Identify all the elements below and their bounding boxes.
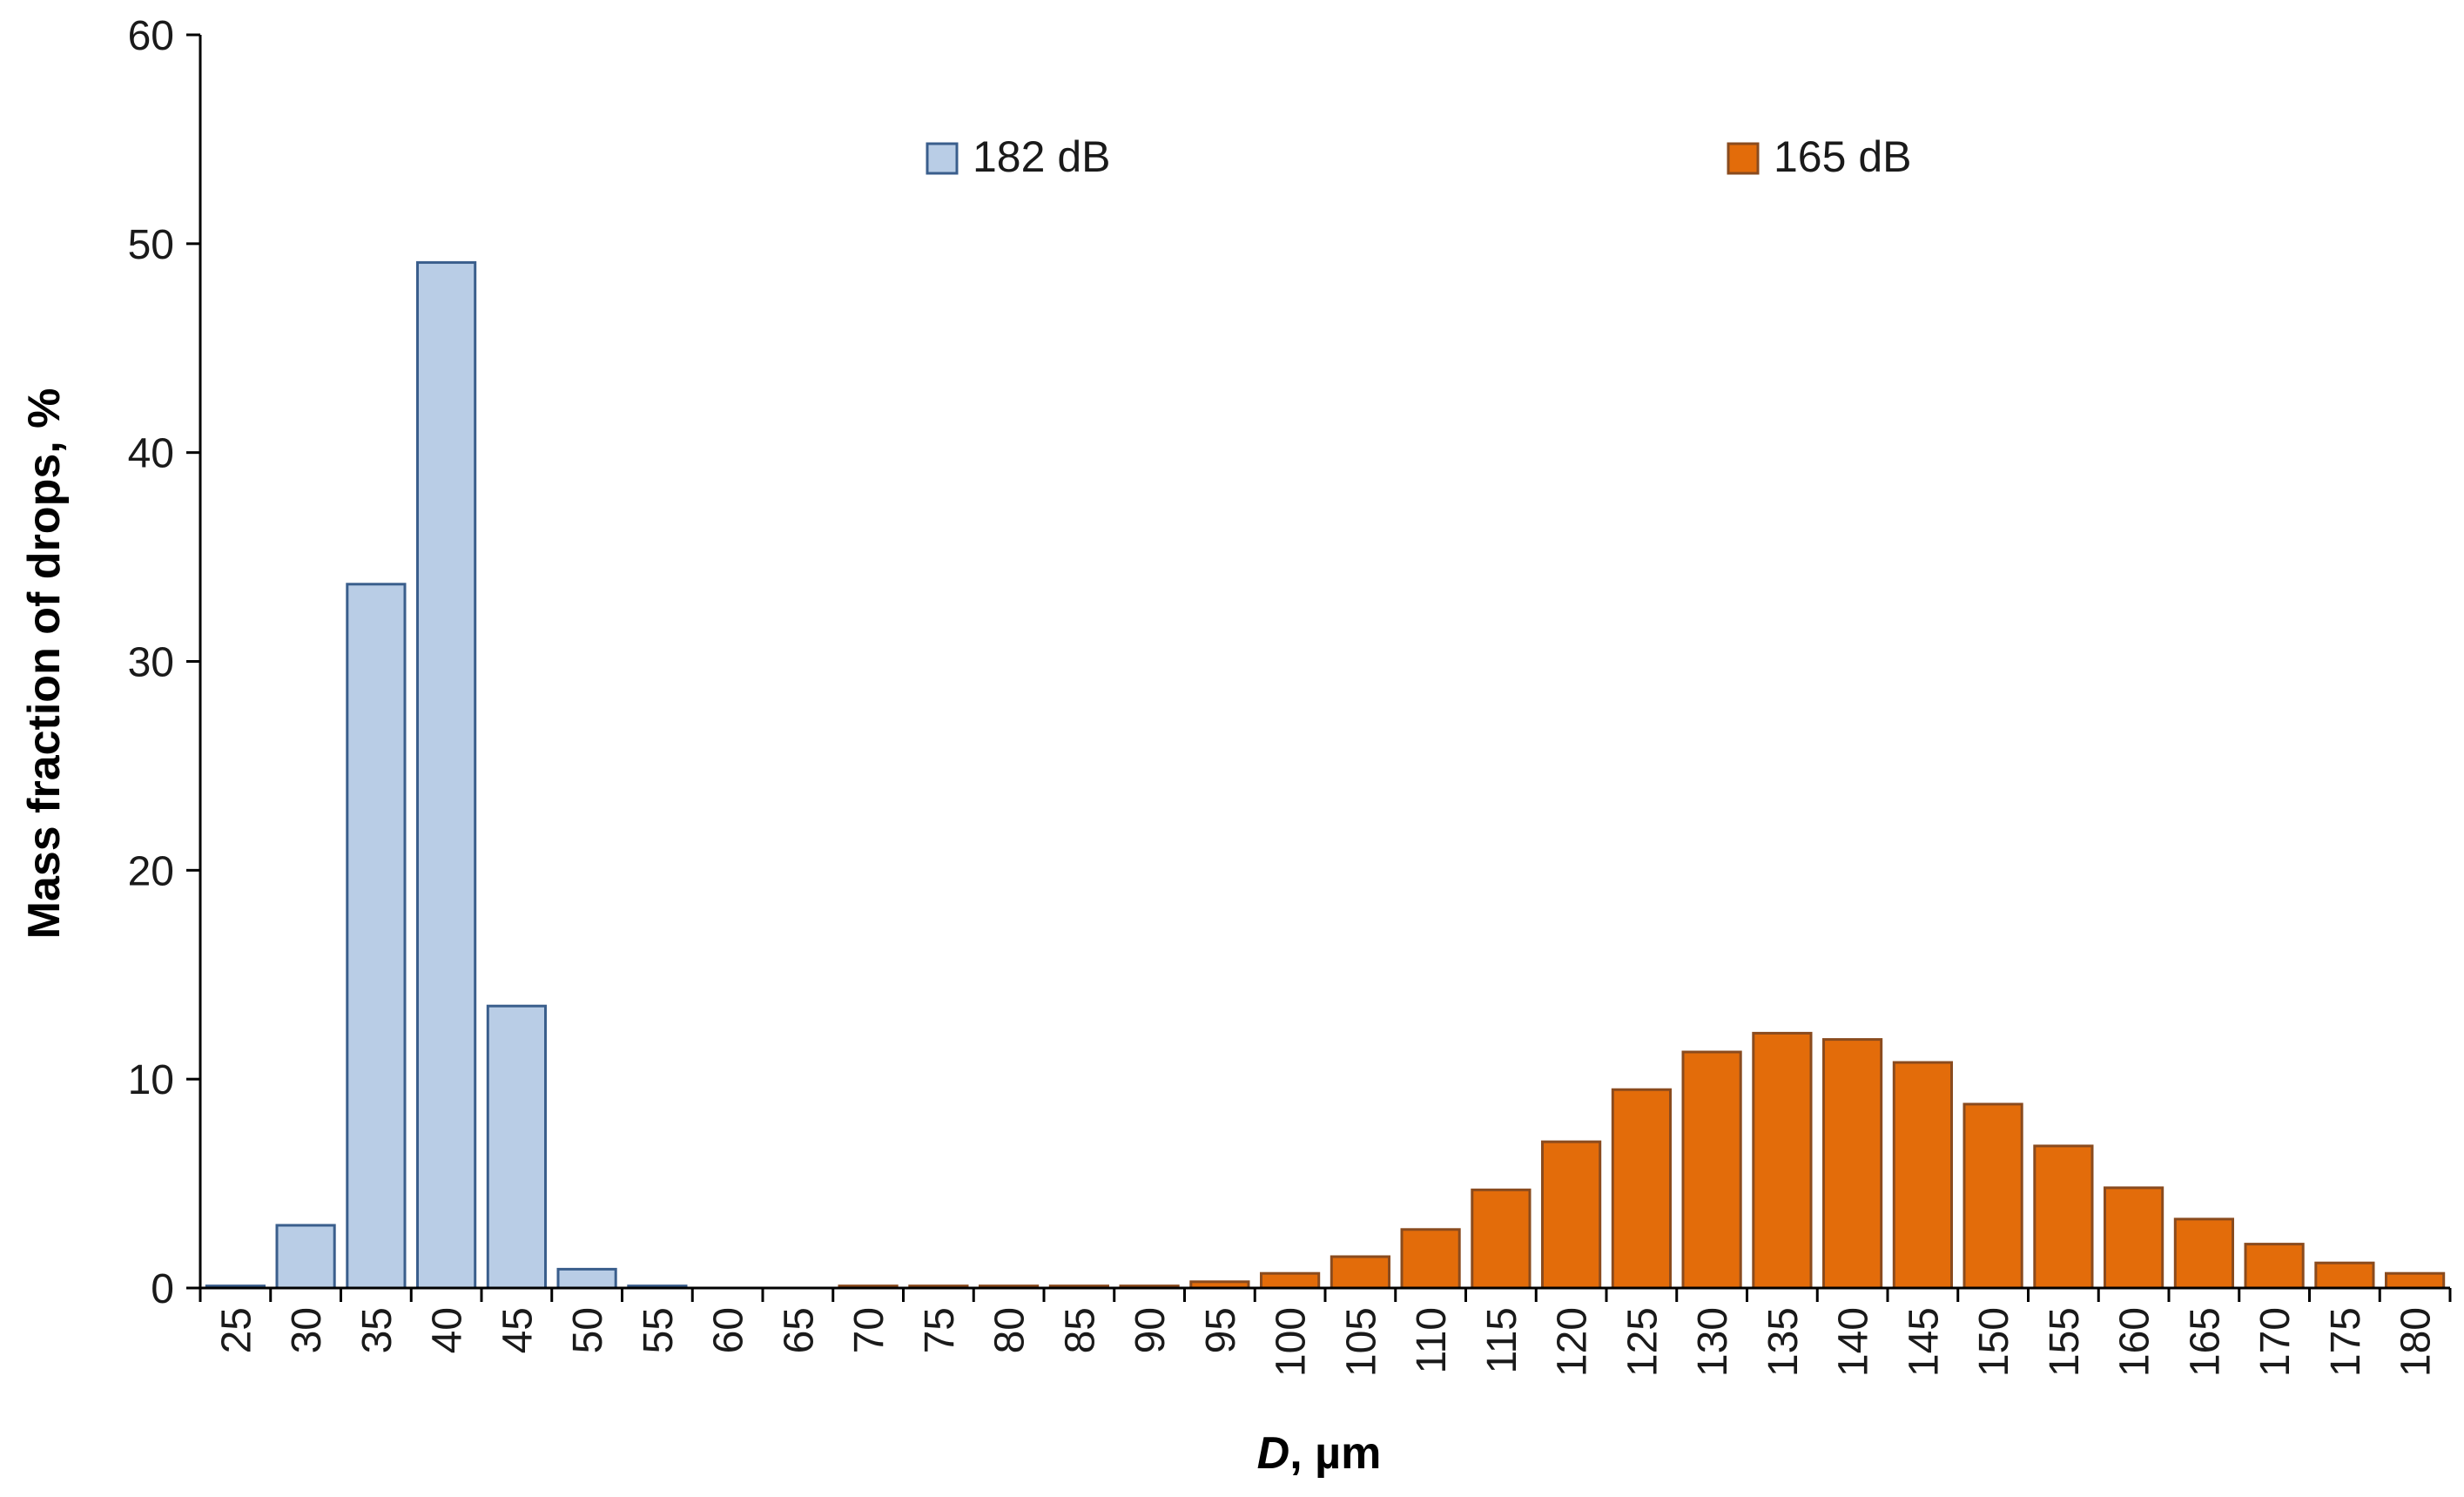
x-tick-label: 125 [1619, 1307, 1666, 1377]
bar-series-0-50 [556, 1267, 617, 1290]
x-axis-title-rest: , µm [1289, 1428, 1381, 1479]
bar-series-0-40 [416, 260, 477, 1290]
bar-series-1-130 [1681, 1050, 1742, 1290]
x-tick-label: 160 [2112, 1307, 2158, 1377]
y-tick-label: 10 [128, 1057, 174, 1103]
bar-series-1-100 [1260, 1271, 1321, 1290]
y-tick-label: 20 [128, 848, 174, 894]
bar-series-1-135 [1752, 1031, 1813, 1290]
x-tick-label: 145 [1901, 1307, 1947, 1377]
bar-series-1-105 [1330, 1255, 1391, 1290]
y-axis-title: Mass fraction of drops, % [19, 388, 70, 940]
x-tick-label: 50 [565, 1307, 611, 1353]
legend-label-0: 182 dB [973, 132, 1110, 181]
legend-swatch-1 [1727, 142, 1760, 175]
x-tick-label: 65 [776, 1307, 822, 1353]
x-tick-label: 60 [706, 1307, 752, 1353]
bar-series-1-175 [2314, 1261, 2375, 1290]
x-tick-label: 40 [425, 1307, 471, 1353]
bar-series-0-45 [486, 1004, 547, 1290]
y-tick-label: 30 [128, 640, 174, 686]
x-tick-label: 95 [1198, 1307, 1244, 1353]
x-tick-label: 25 [213, 1307, 259, 1353]
bar-series-1-165 [2173, 1217, 2235, 1290]
x-axis-title: D, µm [1257, 1428, 1382, 1479]
x-tick-label: 70 [846, 1307, 892, 1353]
x-tick-labels: 25 30 35 40 45 50 55 60 65 70 75 80 85 90 95 100 105 110 1… [213, 1307, 2439, 1377]
x-tick-label: 30 [284, 1307, 330, 1353]
y-tick-label: 0 [151, 1266, 174, 1312]
x-tick-label: 75 [917, 1307, 963, 1353]
x-tick-label: 80 [987, 1307, 1033, 1353]
bar-series-1-180 [2385, 1271, 2446, 1290]
axes-layer [186, 33, 2452, 1302]
bars-layer [205, 260, 2446, 1290]
bar-series-1-125 [1611, 1088, 1673, 1290]
bar-series-1-160 [2104, 1186, 2164, 1290]
x-tick-label: 35 [354, 1307, 401, 1353]
x-tick-label: 150 [1971, 1307, 2017, 1377]
bar-series-1-110 [1400, 1228, 1461, 1290]
x-tick-label: 85 [1057, 1307, 1103, 1353]
x-tick-label: 165 [2182, 1307, 2228, 1377]
x-tick-label: 140 [1831, 1307, 1877, 1377]
x-tick-label: 90 [1128, 1307, 1174, 1353]
bar-series-1-120 [1541, 1140, 1602, 1290]
y-tick-label: 50 [128, 222, 174, 268]
legend-swatch-0 [926, 142, 959, 175]
x-tick-label: 55 [636, 1307, 682, 1353]
x-axis-title-italic: D [1257, 1428, 1290, 1479]
x-tick-label: 130 [1690, 1307, 1736, 1377]
y-tick-label: 40 [128, 431, 174, 477]
x-tick-label: 45 [495, 1307, 541, 1353]
x-tick-label: 120 [1550, 1307, 1596, 1377]
x-tick-label: 100 [1269, 1307, 1315, 1377]
bar-series-1-155 [2033, 1144, 2094, 1290]
x-tick-label: 135 [1760, 1307, 1807, 1377]
bar-series-0-30 [275, 1224, 336, 1290]
bar-series-1-140 [1822, 1038, 1883, 1290]
legend: 182 dB 165 dB [926, 132, 1911, 181]
x-tick-label: 180 [2393, 1307, 2440, 1377]
legend-label-1: 165 dB [1774, 132, 1911, 181]
x-tick-label: 115 [1479, 1307, 1525, 1374]
x-tick-label: 175 [2323, 1307, 2369, 1377]
bar-series-1-170 [2244, 1243, 2305, 1290]
bar-series-1-115 [1471, 1188, 1532, 1290]
bar-series-0-35 [346, 583, 407, 1290]
y-tick-labels: 0 10 20 30 40 50 60 [128, 13, 174, 1312]
bar-series-1-150 [1962, 1103, 2023, 1290]
y-tick-label: 60 [128, 13, 174, 59]
bar-series-1-145 [1892, 1061, 1954, 1290]
x-tick-label: 170 [2252, 1307, 2299, 1377]
x-tick-label: 110 [1409, 1307, 1455, 1374]
x-tick-label: 155 [2042, 1307, 2088, 1377]
x-tick-label: 105 [1338, 1307, 1384, 1377]
